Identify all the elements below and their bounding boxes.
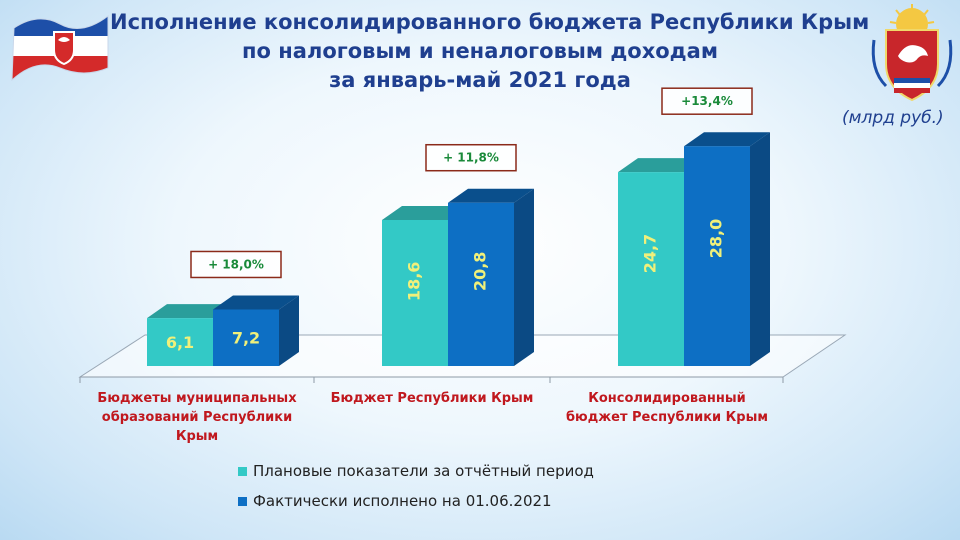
growth-box-1 (425, 143, 517, 172)
bar-top-0-0 (147, 304, 233, 319)
chart-title: Исполнение консолидированного бюджета Ре… (110, 8, 870, 95)
bar-top-0-2 (618, 158, 704, 173)
legend-label-fact: Фактически исполнено на 01.06.2021 (253, 492, 552, 510)
category-label-line-1-0: Бюджет Республики Крым (331, 391, 534, 406)
bar-side-1-1 (514, 188, 534, 366)
category-labels: Бюджеты муниципальных образований Республ… (97, 391, 768, 444)
bar-front-0-1 (382, 219, 448, 366)
bar-value-label-1-0: 7,2 (232, 329, 260, 348)
growth-label-2: +13,4% (681, 94, 733, 108)
title-line-3: за январь-май 2021 года (329, 68, 631, 92)
crimea-emblem-icon (871, 4, 953, 102)
bars-group: 6,1 7,2 + 18,0% 18,6 20,8 + 11,8% 24,7 28,0 +13,… (147, 87, 770, 366)
bar-front-1-1 (448, 202, 514, 366)
growth-box-0 (190, 250, 282, 279)
category-label-line-0-0: Бюджеты муниципальных (97, 391, 297, 406)
crimea-flag-icon (11, 14, 109, 82)
category-label-1: Бюджет Республики Крым (331, 391, 534, 406)
bar-side-1-0 (279, 295, 299, 366)
growth-box-2 (661, 87, 753, 115)
title-line-2: по налоговым и неналоговым доходам (242, 39, 718, 63)
growth-callout-2: +13,4% (661, 87, 753, 115)
growth-label-1: + 11,8% (443, 151, 499, 165)
bar-top-1-1 (448, 188, 534, 203)
legend-item-fact: Фактически исполнено на 01.06.2021 (238, 486, 594, 516)
legend-swatch-plan (238, 466, 247, 476)
category-label-0: Бюджеты муниципальных образований Республ… (97, 391, 297, 444)
title-line-1: Исполнение консолидированного бюджета Ре… (110, 10, 870, 34)
bar-value-label-0-0: 6,1 (166, 333, 194, 352)
category-label-line-2-1: бюджет Республики Крым (566, 410, 768, 425)
bar-side-1-2 (750, 132, 770, 366)
category-label-line-0-2: Крым (176, 429, 218, 444)
bar-fact-2: 28,0 (684, 132, 770, 366)
legend-label-plan: Плановые показатели за отчётный период (253, 462, 594, 480)
bar-plan-0: 6,1 (147, 304, 233, 366)
bar-top-1-0 (213, 295, 299, 310)
bar-value-label-0-2: 24,7 (641, 234, 660, 273)
bar-front-1-2 (684, 146, 750, 366)
bar-front-0-2 (618, 172, 684, 366)
category-label-2: Консолидированный бюджет Республики Крым (566, 391, 768, 425)
legend-swatch-fact (238, 496, 247, 506)
bar-fact-0: 7,2 (213, 295, 299, 366)
growth-callout-1: + 11,8% (425, 143, 517, 172)
category-label-line-0-1: образований Республики (102, 410, 292, 425)
growth-callout-0: + 18,0% (190, 250, 282, 279)
category-label-line-2-0: Консолидированный (588, 391, 745, 406)
bar-front-1-0 (213, 309, 279, 366)
bar-plan-1: 18,6 (382, 205, 468, 366)
bar-value-label-1-1: 20,8 (471, 252, 490, 291)
bar-value-label-0-1: 18,6 (405, 262, 424, 301)
bar-top-1-2 (684, 132, 770, 147)
bar-front-0-0 (147, 318, 213, 366)
bar-top-0-1 (382, 205, 468, 220)
bar-fact-1: 20,8 (448, 188, 534, 366)
legend: Плановые показатели за отчётный период Ф… (238, 456, 594, 516)
growth-label-0: + 18,0% (208, 257, 264, 271)
bar-value-label-1-2: 28,0 (707, 219, 726, 258)
bar-plan-2: 24,7 (618, 158, 704, 366)
legend-item-plan: Плановые показатели за отчётный период (238, 456, 594, 486)
unit-label: (млрд руб.) (842, 108, 944, 128)
x-axis (79, 376, 784, 383)
